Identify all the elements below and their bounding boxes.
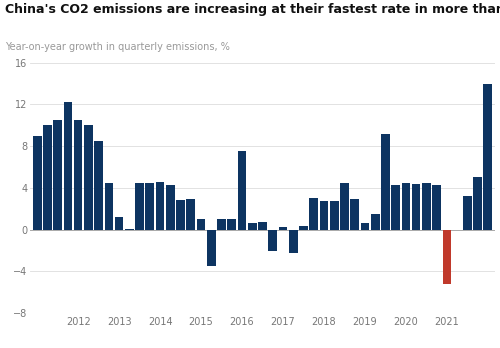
Bar (432, 185, 441, 230)
Bar (371, 214, 380, 230)
Bar (392, 185, 400, 230)
Bar (268, 230, 277, 251)
Bar (484, 84, 492, 230)
Bar (340, 183, 349, 230)
Bar (350, 199, 359, 230)
Bar (402, 183, 410, 230)
Bar (463, 196, 471, 230)
Bar (207, 230, 216, 266)
Bar (33, 136, 42, 230)
Bar (125, 229, 134, 230)
Text: China's CO2 emissions are increasing at their fastest rate in more than a decade: China's CO2 emissions are increasing at … (5, 3, 500, 16)
Bar (64, 102, 72, 230)
Bar (299, 226, 308, 230)
Bar (104, 183, 113, 230)
Bar (43, 125, 52, 230)
Bar (238, 151, 246, 230)
Bar (330, 201, 338, 230)
Bar (186, 199, 195, 230)
Bar (54, 120, 62, 230)
Bar (156, 182, 164, 230)
Bar (320, 201, 328, 230)
Bar (360, 223, 370, 230)
Text: Year-on-year growth in quarterly emissions, %: Year-on-year growth in quarterly emissio… (5, 42, 230, 52)
Bar (442, 230, 451, 284)
Bar (94, 141, 103, 230)
Bar (278, 227, 287, 230)
Bar (146, 183, 154, 230)
Bar (412, 184, 420, 230)
Bar (289, 230, 298, 253)
Bar (74, 120, 82, 230)
Bar (473, 177, 482, 230)
Bar (310, 198, 318, 230)
Bar (248, 223, 256, 230)
Bar (217, 219, 226, 230)
Bar (176, 200, 185, 230)
Bar (228, 219, 236, 230)
Bar (381, 134, 390, 230)
Bar (166, 185, 174, 230)
Bar (422, 183, 430, 230)
Bar (84, 125, 92, 230)
Bar (115, 217, 124, 230)
Bar (196, 219, 205, 230)
Bar (135, 183, 144, 230)
Bar (258, 222, 267, 230)
